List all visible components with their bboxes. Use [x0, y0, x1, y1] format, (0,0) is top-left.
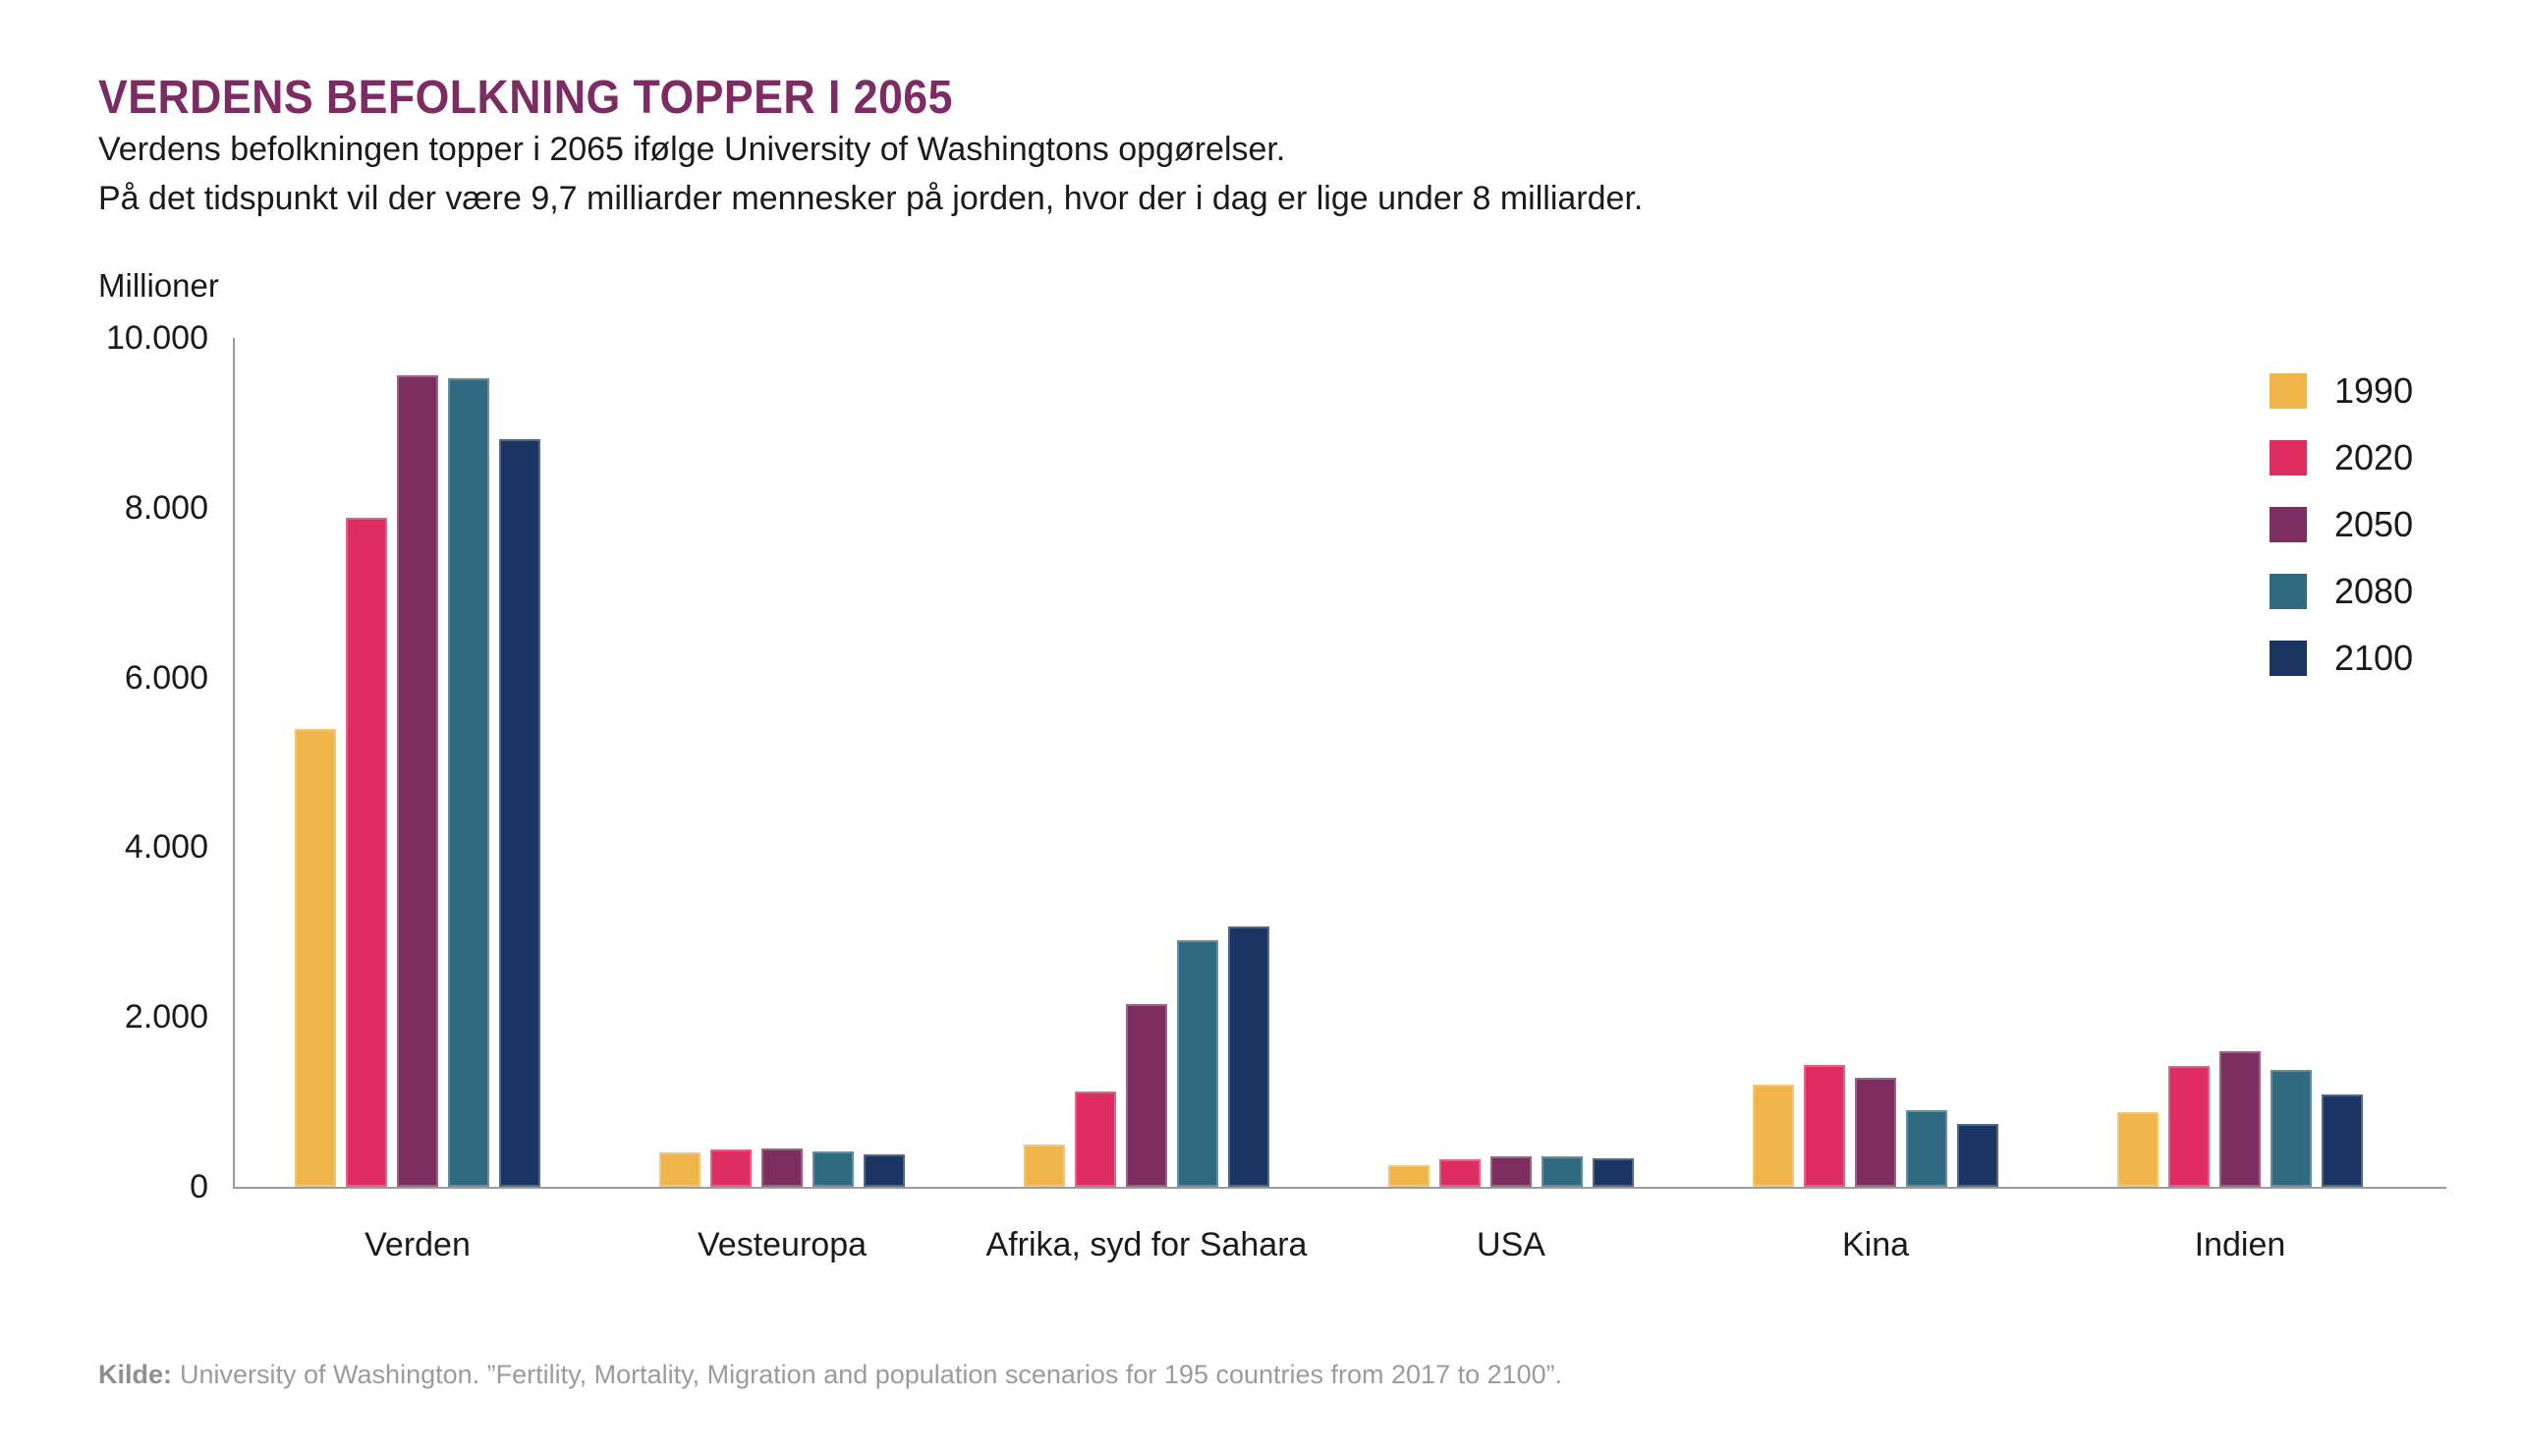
y-axis-unit-label: Millioner	[98, 267, 219, 304]
chart-legend: 1990 2020 2050 2080 2100	[2270, 370, 2414, 707]
bar-2020-afrika-syd-for-sahara	[1075, 1092, 1116, 1187]
source-text: University of Washington. ”Fertility, Mo…	[180, 1360, 1563, 1389]
bar-1990-afrika-syd-for-sahara	[1024, 1145, 1065, 1187]
legend-item-2080: 2080	[2270, 571, 2414, 611]
bar-2080-verden	[448, 378, 489, 1187]
bar-1990-verden	[295, 729, 336, 1187]
bar-2100-kina	[1957, 1124, 1998, 1187]
bar-1990-kina	[1753, 1085, 1794, 1187]
y-axis-tick-label-10-000: 10.000	[106, 319, 208, 357]
y-axis-tick-label-4-000: 4.000	[124, 828, 208, 867]
x-axis-category-label-kina: Kina	[1841, 1226, 1910, 1263]
bar-2050-verden	[397, 375, 438, 1187]
x-axis-line	[233, 1187, 2446, 1189]
bar-2100-afrika-syd-for-sahara	[1228, 926, 1269, 1187]
x-axis-category-label-afrika-syd-for-sahara: Afrika, syd for Sahara	[985, 1226, 1308, 1263]
bar-2020-usa	[1439, 1159, 1481, 1187]
legend-swatch-2100	[2270, 641, 2307, 676]
x-axis-category-label-usa: USA	[1477, 1226, 1545, 1263]
legend-item-2020: 2020	[2270, 437, 2414, 477]
legend-swatch-2080	[2270, 574, 2307, 609]
y-axis-tick-label-8-000: 8.000	[124, 488, 208, 527]
legend-label-2080: 2080	[2334, 571, 2414, 611]
bar-2020-indien	[2168, 1066, 2210, 1187]
bar-2080-vesteuropa	[813, 1151, 854, 1187]
bar-2100-vesteuropa	[864, 1154, 905, 1187]
x-axis-category-label-vesteuropa: Vesteuropa	[697, 1226, 868, 1263]
legend-label-1990: 1990	[2334, 370, 2414, 411]
bar-2100-indien	[2322, 1094, 2363, 1187]
legend-swatch-1990	[2270, 373, 2307, 409]
bar-2050-vesteuropa	[761, 1148, 803, 1187]
bar-2050-indien	[2219, 1051, 2261, 1187]
bar-2020-vesteuropa	[710, 1149, 752, 1187]
bar-1990-usa	[1388, 1165, 1430, 1187]
y-axis-tick-label-2-000: 2.000	[124, 998, 208, 1036]
bar-2080-indien	[2271, 1070, 2312, 1187]
legend-swatch-2050	[2270, 507, 2307, 542]
bar-2100-verden	[499, 439, 540, 1187]
bar-2050-kina	[1855, 1078, 1896, 1187]
legend-label-2020: 2020	[2334, 437, 2414, 477]
x-axis-category-label-indien: Indien	[2194, 1226, 2286, 1263]
bar-1990-vesteuropa	[659, 1152, 701, 1187]
bar-2020-verden	[346, 518, 387, 1187]
legend-item-2050: 2050	[2270, 504, 2414, 544]
bar-2050-afrika-syd-for-sahara	[1126, 1004, 1167, 1187]
source-note: Kilde: University of Washington. ”Fertili…	[98, 1360, 1562, 1390]
source-label: Kilde:	[98, 1360, 173, 1389]
legend-label-2050: 2050	[2334, 504, 2414, 544]
bar-1990-indien	[2117, 1112, 2159, 1187]
legend-swatch-2020	[2270, 440, 2307, 476]
y-axis-line	[233, 338, 235, 1189]
subtitle-line-2: På det tidspunkt vil der være 9,7 millia…	[98, 180, 1644, 217]
bar-2080-kina	[1906, 1110, 1947, 1187]
y-axis-tick-label-0: 0	[190, 1168, 208, 1205]
legend-item-1990: 1990	[2270, 370, 2414, 411]
bar-2080-afrika-syd-for-sahara	[1177, 940, 1218, 1187]
page-title: VERDENS BEFOLKNING TOPPER I 2065	[98, 72, 953, 124]
bar-2100-usa	[1593, 1158, 1634, 1187]
bar-2020-kina	[1804, 1065, 1845, 1187]
legend-label-2100: 2100	[2334, 638, 2414, 678]
subtitle-line-1: Verdens befolkningen topper i 2065 ifølg…	[98, 131, 1286, 168]
x-axis-category-label-verden: Verden	[364, 1226, 471, 1263]
bar-2080-usa	[1542, 1156, 1583, 1187]
legend-item-2100: 2100	[2270, 638, 2414, 678]
y-axis-tick-label-6-000: 6.000	[124, 658, 208, 697]
bar-2050-usa	[1490, 1156, 1532, 1187]
